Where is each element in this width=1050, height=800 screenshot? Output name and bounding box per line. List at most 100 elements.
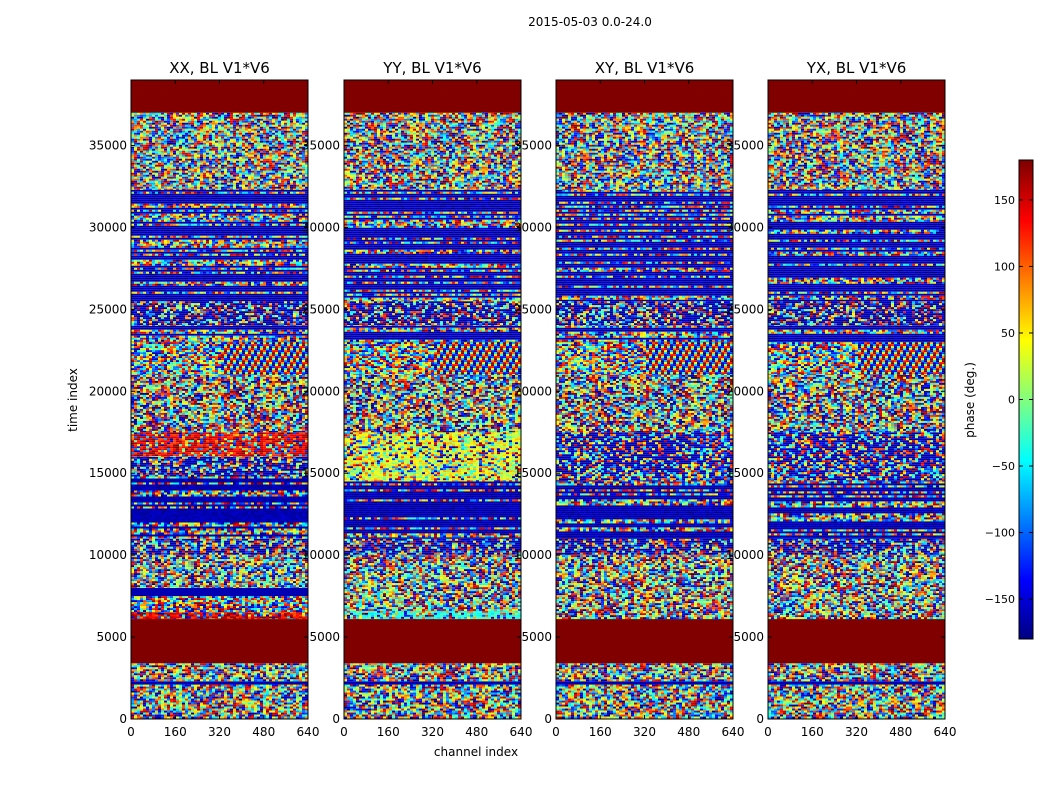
heatmap-cell <box>149 598 152 600</box>
heatmap-cell <box>299 615 302 617</box>
heatmap-cell <box>272 495 275 497</box>
heatmap-cell <box>188 493 191 495</box>
heatmap-cell <box>194 671 197 673</box>
heatmap-cell <box>269 481 272 483</box>
heatmap-cell <box>248 717 251 719</box>
heatmap-cell <box>188 543 191 545</box>
heatmap-cell <box>161 493 164 495</box>
heatmap-cell <box>182 511 185 513</box>
heatmap-cell <box>194 479 197 481</box>
heatmap-cell <box>155 701 158 703</box>
heatmap-cell <box>293 565 296 567</box>
heatmap-cell <box>158 579 161 581</box>
heatmap-cell <box>254 501 257 503</box>
heatmap-cell <box>251 479 254 481</box>
heatmap-cell <box>221 596 224 598</box>
heatmap-cell <box>176 477 179 479</box>
heatmap-cell <box>215 505 218 507</box>
heatmap-cell <box>203 485 206 487</box>
heatmap-cell <box>140 507 143 509</box>
heatmap-cell <box>188 610 191 612</box>
heatmap-cell <box>179 596 182 598</box>
heatmap-cell <box>143 613 146 615</box>
heatmap-cell <box>263 497 266 499</box>
heatmap-cell <box>200 579 203 581</box>
heatmap-cell <box>167 493 170 495</box>
heatmap-cell <box>302 487 305 489</box>
heatmap-cell <box>239 665 242 667</box>
heatmap-cell <box>176 539 179 541</box>
flagged-band <box>131 619 308 663</box>
heatmap-cell <box>266 509 269 511</box>
heatmap-cell <box>209 583 212 585</box>
heatmap-cell <box>143 575 146 577</box>
heatmap-cell <box>188 489 191 491</box>
heatmap-cell <box>263 571 266 573</box>
heatmap-cell <box>149 545 152 547</box>
heatmap-cell <box>212 715 215 717</box>
heatmap-cell <box>167 667 170 669</box>
heatmap-cell <box>170 583 173 585</box>
heatmap-cell <box>299 507 302 509</box>
heatmap-cell <box>218 587 221 588</box>
heatmap-cell <box>164 663 167 665</box>
heatmap-cell <box>179 569 182 571</box>
heatmap-cell <box>158 575 161 577</box>
heatmap-cell <box>287 481 290 483</box>
heatmap-cell <box>215 477 218 479</box>
heatmap-cell <box>191 687 194 689</box>
heatmap-cell <box>194 613 197 615</box>
heatmap-cell <box>284 619 287 620</box>
heatmap-cell <box>299 481 302 483</box>
heatmap-cell <box>233 596 236 598</box>
heatmap-cell <box>236 559 239 561</box>
heatmap-cell <box>167 598 170 600</box>
heatmap-cell <box>251 549 254 551</box>
heatmap-cell <box>158 549 161 551</box>
heatmap-cell <box>185 567 188 569</box>
heatmap-cell <box>230 503 233 505</box>
heatmap-cell <box>140 602 143 604</box>
heatmap-cell <box>134 663 137 665</box>
heatmap-cell <box>245 555 248 557</box>
heatmap-cell <box>179 685 182 687</box>
heatmap-cell <box>209 613 212 615</box>
heatmap-cell <box>149 569 152 571</box>
heatmap-cell <box>203 503 206 505</box>
heatmap-cell <box>188 551 191 553</box>
heatmap-cell <box>176 701 179 703</box>
heatmap-cell <box>146 491 149 493</box>
heatmap-cell <box>248 701 251 703</box>
heatmap-cell <box>296 667 299 669</box>
heatmap-cell <box>290 717 293 719</box>
heatmap-cell <box>299 669 302 671</box>
heatmap-cell <box>245 559 248 561</box>
heatmap-cell <box>257 695 260 697</box>
heatmap-cell <box>236 573 239 575</box>
heatmap-cell <box>284 585 287 587</box>
heatmap-cell <box>209 705 212 707</box>
heatmap-cell <box>257 551 260 553</box>
heatmap-cell <box>173 581 176 583</box>
heatmap-cell <box>215 617 218 619</box>
heatmap-cell <box>164 567 167 569</box>
heatmap-cell <box>299 571 302 573</box>
heatmap-cell <box>272 553 275 555</box>
heatmap-cell <box>224 613 227 615</box>
heatmap-cell <box>197 717 200 719</box>
heatmap-cell <box>257 691 260 693</box>
heatmap-cell <box>209 491 212 493</box>
heatmap-cell <box>134 585 137 587</box>
heatmap-cell <box>233 499 236 501</box>
heatmap-cell <box>242 495 245 497</box>
heatmap-cell <box>260 598 263 600</box>
heatmap-cell <box>197 701 200 703</box>
heatmap-cell <box>146 543 149 545</box>
heatmap-cell <box>254 715 257 717</box>
heatmap-cell <box>251 487 254 489</box>
heatmap-cell <box>299 503 302 505</box>
heatmap-cell <box>140 569 143 571</box>
heatmap-cell <box>221 579 224 581</box>
heatmap-cell <box>143 569 146 571</box>
heatmap-cell <box>293 509 296 511</box>
